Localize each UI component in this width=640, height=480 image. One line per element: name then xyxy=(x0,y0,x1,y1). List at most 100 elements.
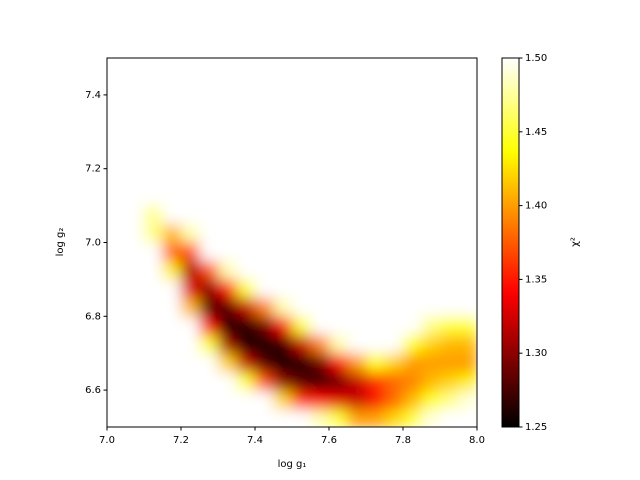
heatmap-cell xyxy=(236,353,256,373)
heatmap-cell xyxy=(384,334,404,354)
heatmap-cell xyxy=(440,353,459,373)
heatmap-cell xyxy=(347,187,367,207)
heatmap-cell xyxy=(273,242,293,262)
heatmap-cell xyxy=(347,260,367,280)
heatmap-cell xyxy=(236,390,256,410)
heatmap-cell xyxy=(125,408,145,427)
heatmap-cell xyxy=(199,390,219,410)
heatmap-cell xyxy=(458,113,477,133)
heatmap-cell xyxy=(366,76,385,96)
heatmap-cell xyxy=(218,150,237,170)
heatmap-cell xyxy=(440,113,459,133)
heatmap-cell xyxy=(292,187,311,207)
heatmap-cell xyxy=(347,279,367,299)
heatmap-cell xyxy=(199,76,219,96)
heatmap-cell xyxy=(292,279,311,299)
heatmap-cell xyxy=(310,94,330,114)
heatmap-cell xyxy=(458,390,477,410)
heatmap-cell xyxy=(218,76,237,96)
heatmap-cell xyxy=(236,408,256,427)
heatmap-cell xyxy=(107,260,126,280)
heatmap-cell xyxy=(403,187,422,207)
heatmap-cell xyxy=(218,279,237,299)
heatmap-cell xyxy=(421,390,441,410)
heatmap-cell xyxy=(310,408,330,427)
heatmap-cell xyxy=(218,58,237,77)
heatmap-cell xyxy=(236,316,256,336)
heatmap-cell xyxy=(255,113,274,133)
heatmap-cell xyxy=(347,408,367,427)
heatmap-cell xyxy=(347,76,367,96)
heatmap-cell xyxy=(329,187,348,207)
heatmap-cell xyxy=(199,334,219,354)
heatmap-cell xyxy=(292,334,311,354)
heatmap-cell xyxy=(144,131,163,151)
heatmap-cell xyxy=(403,113,422,133)
heatmap-cell xyxy=(329,279,348,299)
heatmap-cell xyxy=(199,187,219,207)
x-tick-label: 7.0 xyxy=(99,435,115,446)
heatmap-cell xyxy=(255,187,274,207)
heatmap-cell xyxy=(144,58,163,77)
heatmap-cell xyxy=(403,205,422,225)
heatmap-cell xyxy=(384,113,404,133)
heatmap-cell xyxy=(236,150,256,170)
heatmap-cell xyxy=(273,260,293,280)
heatmap-cell xyxy=(236,58,256,77)
heatmap-cell xyxy=(440,58,459,77)
heatmap-cell xyxy=(162,131,182,151)
heatmap-cell xyxy=(144,224,163,243)
heatmap-cell xyxy=(218,390,237,410)
heatmap-cell xyxy=(181,242,200,262)
heatmap-cell xyxy=(366,113,385,133)
heatmap-cell xyxy=(218,113,237,133)
heatmap-cell xyxy=(366,168,385,188)
heatmap-cell xyxy=(255,76,274,96)
heatmap-cell xyxy=(236,334,256,354)
heatmap-cell xyxy=(255,260,274,280)
heatmap-cell xyxy=(347,205,367,225)
heatmap-cell xyxy=(292,58,311,77)
heatmap-cell xyxy=(218,205,237,225)
heatmap-cell xyxy=(107,353,126,373)
heatmap-cell xyxy=(162,334,182,354)
heatmap-cell xyxy=(347,113,367,133)
heatmap-cell xyxy=(181,408,200,427)
heatmap-cell xyxy=(107,279,126,299)
heatmap-cell xyxy=(218,94,237,114)
heatmap-cell xyxy=(403,76,422,96)
heatmap-cell xyxy=(329,408,348,427)
heatmap-cell xyxy=(107,390,126,410)
heatmap-cell xyxy=(366,58,385,77)
heatmap-cell xyxy=(162,297,182,317)
heatmap-cell xyxy=(329,113,348,133)
heatmap-cell xyxy=(310,76,330,96)
heatmap-cell xyxy=(292,371,311,391)
heatmap-cell xyxy=(440,316,459,336)
heatmap-cell xyxy=(329,334,348,354)
heatmap-cell xyxy=(255,58,274,77)
heatmap-cell xyxy=(310,334,330,354)
heatmap-cell xyxy=(199,113,219,133)
heatmap-cell xyxy=(181,76,200,96)
heatmap-cell xyxy=(384,131,404,151)
heatmap-cell xyxy=(366,260,385,280)
heatmap-cell xyxy=(403,260,422,280)
heatmap-cell xyxy=(458,334,477,354)
heatmap-cell xyxy=(125,279,145,299)
heatmap-cell xyxy=(144,334,163,354)
heatmap-cell xyxy=(218,408,237,427)
heatmap-cell xyxy=(458,316,477,336)
heatmap-cell xyxy=(255,297,274,317)
heatmap-cell xyxy=(273,353,293,373)
heatmap-cell xyxy=(458,76,477,96)
heatmap-cell xyxy=(384,187,404,207)
heatmap-cell xyxy=(421,279,441,299)
y-tick-label: 6.8 xyxy=(85,311,101,322)
heatmap-cells xyxy=(107,58,477,427)
heatmap-cell xyxy=(181,260,200,280)
heatmap-cell xyxy=(273,76,293,96)
heatmap-cell xyxy=(329,224,348,243)
heatmap-cell xyxy=(236,94,256,114)
heatmap-cell xyxy=(162,316,182,336)
